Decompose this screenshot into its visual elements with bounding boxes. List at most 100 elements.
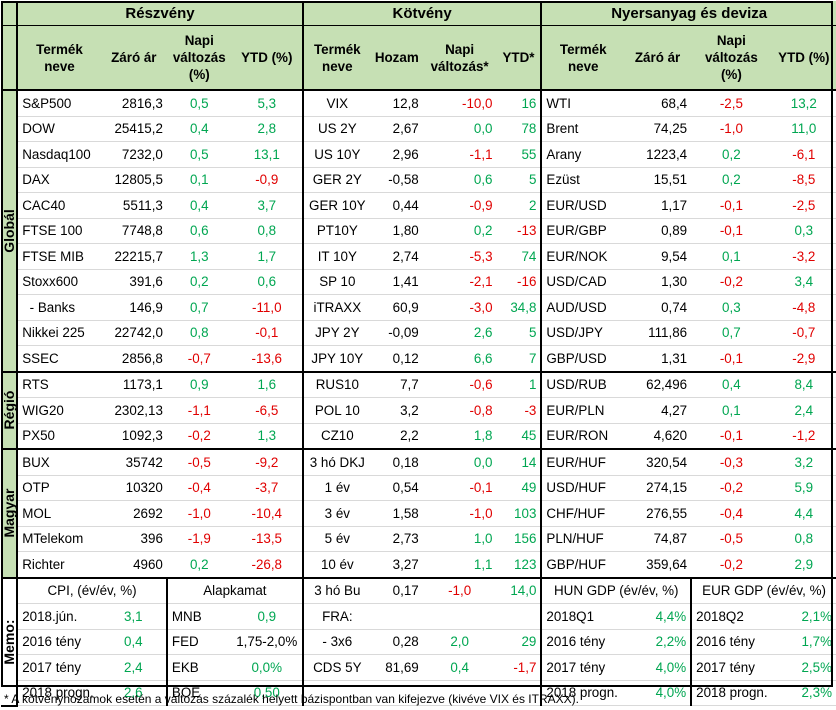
bond-ytd: 55 xyxy=(496,141,543,168)
eur-gdp-label: 2016 tény xyxy=(691,629,772,655)
commodity-name: EUR/PLN xyxy=(541,397,625,424)
commodity-daily-change: 0,1 xyxy=(691,243,772,270)
bond-name: JPY 10Y xyxy=(302,345,371,373)
stock-name: MTelekom xyxy=(17,526,101,552)
bond-ytd: 123 xyxy=(496,551,543,579)
stock-name: OTP xyxy=(17,475,101,501)
stock-daily-change: -1,1 xyxy=(166,397,232,424)
rate-value: 0,50 xyxy=(231,680,304,706)
commodity-daily-change: -0,1 xyxy=(691,423,772,450)
bond-name: IT 10Y xyxy=(302,243,371,270)
bond-ytd: 34,8 xyxy=(496,294,543,321)
stock-daily-change: 0,9 xyxy=(166,371,232,398)
bond-daily-change: -1,0 xyxy=(422,500,497,527)
rate-label: BOE xyxy=(165,680,232,706)
memo-bond-change: 2,0 xyxy=(422,629,497,655)
stock-close: 2692 xyxy=(100,500,167,527)
bond-yield: 1,58 xyxy=(370,500,423,527)
bond-yield: 0,18 xyxy=(370,449,423,476)
stock-daily-change: -1,0 xyxy=(166,500,232,527)
stock-daily-change: 0,6 xyxy=(166,218,232,244)
stock-close: 12805,5 xyxy=(100,167,167,193)
col-comm-ytd: YTD (%) xyxy=(771,25,836,91)
bond-ytd: 49 xyxy=(496,475,543,501)
commodity-ytd: 8,4 xyxy=(771,371,836,398)
bond-ytd: -3 xyxy=(496,397,543,424)
memo-row: 2018.jún. 3,1 MNB 0,9 FRA: 2018Q1 4,4% 2018Q2 2,… xyxy=(1,603,836,630)
stock-name: CAC40 xyxy=(17,192,101,219)
bond-daily-change: 0,0 xyxy=(422,449,497,476)
commodity-ytd: 2,4 xyxy=(771,397,836,424)
commodity-close: 274,15 xyxy=(624,475,692,501)
stock-close: 396 xyxy=(100,526,167,552)
commodity-name: WTI xyxy=(541,90,625,117)
bond-name: VIX xyxy=(302,90,371,117)
memo-bond-name: 3 hó Bu xyxy=(302,577,371,604)
memo-bond-change: 0,4 xyxy=(422,654,497,681)
commodity-ytd: -8,5 xyxy=(771,167,836,193)
bond-yield: 0,12 xyxy=(370,345,423,373)
bond-name: 10 év xyxy=(302,551,371,579)
stock-ytd: 1,3 xyxy=(231,423,304,450)
commodity-name: EUR/USD xyxy=(541,192,625,219)
memo-bond-ytd: 29 xyxy=(496,629,543,655)
col-bond-daily: Napi változás* xyxy=(422,25,497,91)
memo-bond-empty xyxy=(422,680,497,706)
commodity-ytd: -3,2 xyxy=(771,243,836,270)
commodity-close: 1,31 xyxy=(624,345,692,373)
stock-ytd: 2,8 xyxy=(231,116,304,142)
bond-ytd: 14 xyxy=(496,449,543,476)
commodity-daily-change: -1,0 xyxy=(691,116,772,142)
cpi-header: CPI, (év/év, %) xyxy=(17,577,167,604)
bond-ytd: 16 xyxy=(496,90,543,117)
memo-bond-change xyxy=(422,603,497,630)
commodity-close: 74,87 xyxy=(624,526,692,552)
rate-label: EKB xyxy=(165,654,232,681)
bond-name: US 2Y xyxy=(302,116,371,142)
col-comm-daily: Napi változás (%) xyxy=(691,25,772,91)
commodity-ytd: 0,8 xyxy=(771,526,836,552)
commodity-ytd: 2,9 xyxy=(771,551,836,579)
table-row: FTSE MIB 22215,7 1,3 1,7 IT 10Y 2,74 -5,3 74 EUR… xyxy=(1,243,836,270)
table-row: Nasdaq100 7232,0 0,5 13,1 US 10Y 2,96 -1,1 55 Ar… xyxy=(1,141,836,168)
bond-yield: 3,2 xyxy=(370,397,423,424)
stock-ytd: 0,8 xyxy=(231,218,304,244)
commodity-ytd: -2,5 xyxy=(771,192,836,219)
bond-ytd: 1 xyxy=(496,371,543,398)
commodity-daily-change: 0,1 xyxy=(691,397,772,424)
rate-value: 0,9 xyxy=(231,603,304,630)
bond-yield: 60,9 xyxy=(370,294,423,321)
bond-daily-change: 6,6 xyxy=(422,345,497,373)
bond-name: PT10Y xyxy=(302,218,371,244)
bond-yield: 2,2 xyxy=(370,423,423,450)
commodity-daily-change: -0,2 xyxy=(691,551,772,579)
bond-name: GER 2Y xyxy=(302,167,371,193)
stock-name: DAX xyxy=(17,167,101,193)
commodity-close: 359,64 xyxy=(624,551,692,579)
cpi-value: 0,4 xyxy=(100,629,167,655)
commodity-ytd: -4,8 xyxy=(771,294,836,321)
stock-ytd: -9,2 xyxy=(231,449,304,476)
stock-ytd: -13,6 xyxy=(231,345,304,373)
stock-close: 4960 xyxy=(100,551,167,579)
stock-daily-change: 0,8 xyxy=(166,320,232,346)
bond-name: 3 hó DKJ xyxy=(302,449,371,476)
memo-bond-name: CDS 5Y xyxy=(302,654,371,681)
eur-gdp-value: 2,5% xyxy=(771,654,836,681)
table-row: MOL 2692 -1,0 -10,4 3 év 1,58 -1,0 103 CHF/HUF 27… xyxy=(1,500,836,527)
eur-gdp-value: 2,3% xyxy=(771,680,836,706)
memo-bond-value xyxy=(370,603,423,630)
bond-daily-change: 2,6 xyxy=(422,320,497,346)
memo-row: 2018 progn. 2,6 BOE 0,50 2018 progn. 4,0% 2018… xyxy=(1,680,836,706)
bond-name: RUS10 xyxy=(302,371,371,398)
memo-bond-empty xyxy=(302,680,371,706)
eur-gdp-value: 1,7% xyxy=(771,629,836,655)
memo-bond-empty xyxy=(496,680,543,706)
cpi-value: 2,4 xyxy=(100,654,167,681)
table-row: WIG20 2302,13 -1,1 -6,5 POL 10 3,2 -0,8 -3 EUR/P… xyxy=(1,397,836,424)
stock-ytd: -6,5 xyxy=(231,397,304,424)
stock-name: Nikkei 225 xyxy=(17,320,101,346)
commodity-daily-change: -0,2 xyxy=(691,269,772,295)
stock-close: 25415,2 xyxy=(100,116,167,142)
stock-daily-change: -1,9 xyxy=(166,526,232,552)
